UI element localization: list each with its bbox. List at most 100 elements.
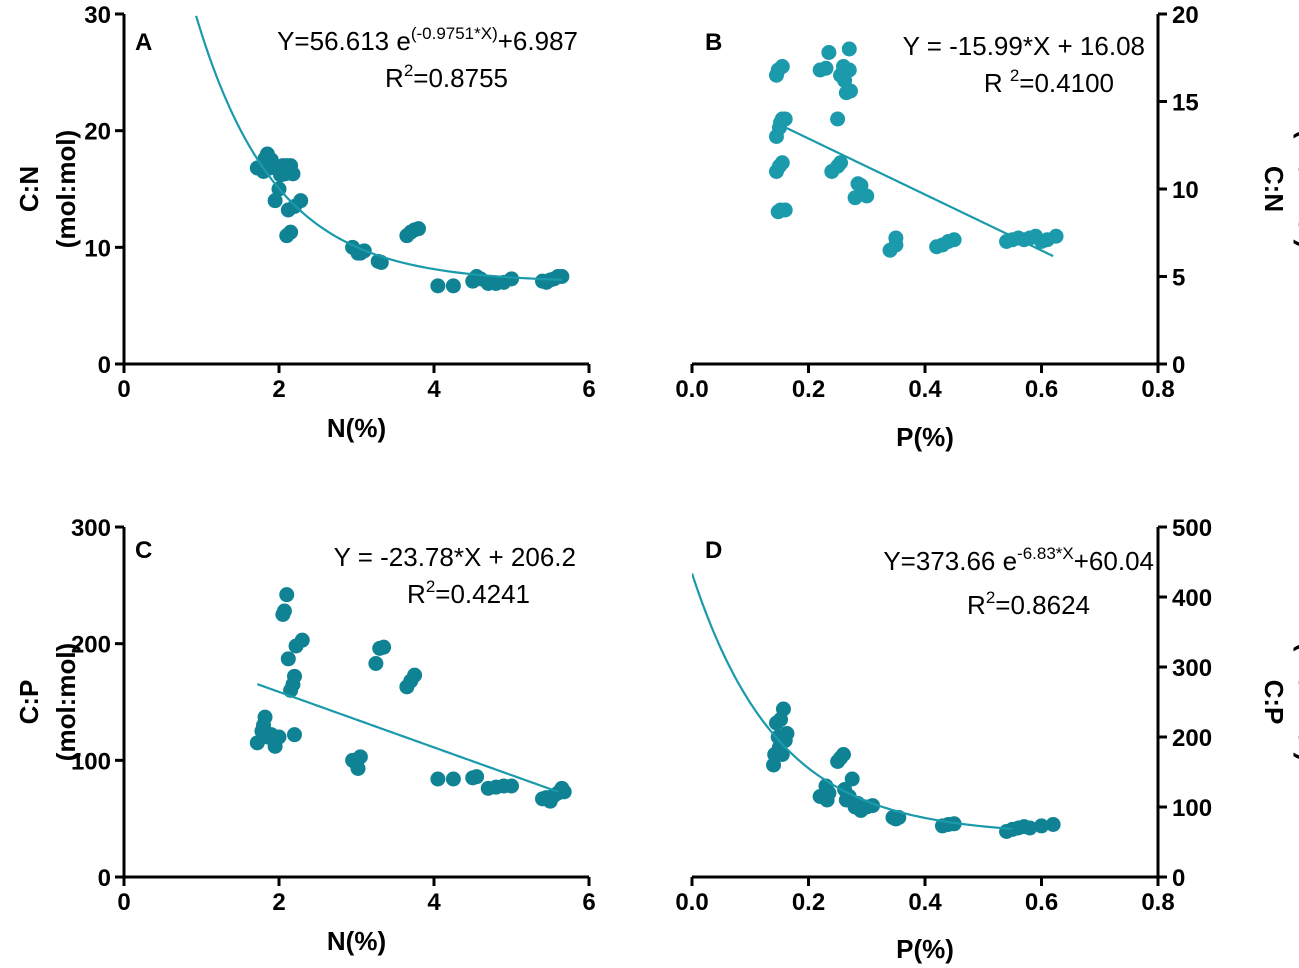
r-exponent: 2	[426, 577, 435, 596]
data-point	[267, 193, 283, 209]
equation-tail: +6.987	[498, 26, 578, 56]
data-point	[830, 111, 846, 127]
r-squared: R2=0.4241	[407, 577, 530, 609]
y-tick-label: 20	[1172, 2, 1199, 29]
data-point	[774, 155, 790, 171]
panel-letter: B	[705, 29, 722, 56]
data-point	[821, 45, 837, 60]
data-point	[279, 587, 295, 603]
data-point	[271, 729, 287, 745]
data-point	[504, 271, 519, 287]
data-point	[280, 651, 296, 667]
y-axis-title-line1: C:P	[1259, 680, 1289, 725]
data-point	[445, 278, 461, 294]
r-value: =0.8624	[995, 590, 1090, 620]
data-point	[287, 668, 302, 684]
r-exponent: 2	[404, 61, 413, 80]
r-label: R	[407, 579, 426, 609]
data-point	[1022, 820, 1038, 836]
data-point	[350, 761, 366, 776]
y-axis-title: C:P (mol:mol)	[14, 643, 81, 761]
fit-equation: Y=373.66 e-6.83*X+60.04	[883, 544, 1154, 576]
fit-line	[195, 15, 562, 281]
data-points	[768, 41, 1064, 258]
x-tick-label: 0.2	[792, 376, 825, 403]
x-tick-label: 2	[272, 376, 285, 403]
data-points	[249, 587, 572, 809]
data-point	[841, 62, 857, 78]
y-axis-title-line2: (mol:mol)	[51, 643, 81, 761]
y-tick-label: 30	[84, 2, 111, 29]
fit-equation: Y = -15.99*X + 16.08	[903, 31, 1145, 61]
x-tick-label: 0.4	[908, 376, 942, 403]
data-point	[445, 771, 461, 787]
data-point	[283, 224, 299, 240]
data-point	[504, 778, 519, 794]
data-point	[777, 202, 793, 218]
data-point	[554, 269, 570, 284]
panel-d: 0.0 0.2 0.4 0.6 0.80 100 200 300 400 500 P(%) C:P (m…	[675, 515, 1299, 964]
fit-equation: Y = -23.78*X + 206.2	[334, 542, 576, 572]
panel-letter: A	[135, 29, 152, 56]
data-point	[1045, 817, 1061, 832]
y-tick-label: 5	[1172, 265, 1185, 292]
y-tick-label: 0	[1172, 352, 1185, 379]
r-squared: R2=0.8624	[967, 588, 1090, 620]
equation-main: Y=56.613 e	[277, 26, 411, 56]
y-tick-label: 0	[98, 865, 111, 892]
data-point	[294, 632, 310, 648]
y-axis-title-line1: C:N	[14, 166, 44, 212]
data-point	[888, 237, 904, 253]
data-point	[368, 656, 384, 671]
data-point	[859, 188, 875, 204]
y-tick-label: 300	[1172, 655, 1212, 682]
y-axis-title-line2: (mol:mol)	[1293, 643, 1299, 761]
r-squared: R2=0.8755	[385, 61, 508, 93]
data-point	[844, 771, 860, 787]
y-axis-title: C:P (mol:mol)	[1259, 643, 1299, 761]
x-tick-label: 0	[117, 889, 130, 916]
equation-main: Y = -15.99*X + 16.08	[903, 31, 1145, 61]
equation-main: Y=373.66 e	[883, 546, 1017, 576]
y-axis-title-line2: (mol:mol)	[1293, 130, 1299, 248]
panel-a: 0 2 4 6 0 10 20 30 N(%) C:N (mol:mol) A Y=56.613 e(-…	[14, 2, 596, 443]
y-tick-label: 300	[71, 515, 111, 542]
equation-exponent: (-0.9751*X)	[411, 24, 498, 43]
data-point	[285, 166, 301, 182]
y-tick-label: 200	[71, 632, 111, 659]
data-point	[777, 111, 793, 127]
y-tick-label: 500	[1172, 515, 1212, 542]
r-exponent: 2	[986, 588, 995, 607]
x-axis-title: N(%)	[327, 413, 386, 443]
data-point	[276, 603, 292, 619]
y-tick-label: 100	[1172, 795, 1212, 822]
data-point	[842, 83, 858, 99]
data-point	[821, 785, 837, 801]
data-point	[352, 749, 368, 765]
fit-equation: Y=56.613 e(-0.9751*X)+6.987	[277, 24, 578, 56]
x-tick-label: 0.4	[908, 889, 942, 916]
r-label: R	[385, 63, 404, 93]
equation-main: Y = -23.78*X + 206.2	[334, 542, 576, 572]
x-tick-label: 6	[582, 376, 595, 403]
x-tick-label: 0.2	[792, 889, 825, 916]
x-tick-label: 0.8	[1141, 889, 1174, 916]
x-tick-label: 0.8	[1141, 376, 1174, 403]
r-exponent: 2	[1010, 66, 1019, 85]
x-tick-label: 0.0	[675, 376, 708, 403]
x-tick-label: 4	[427, 889, 441, 916]
r-squared: R 2=0.4100	[984, 66, 1114, 98]
data-point	[946, 232, 962, 248]
y-tick-label: 15	[1172, 90, 1199, 117]
fit-line	[692, 573, 1013, 830]
data-point	[411, 221, 426, 237]
data-point	[779, 726, 795, 741]
data-point	[774, 747, 790, 762]
y-tick-label: 10	[1172, 177, 1199, 204]
r-value: =0.4241	[435, 579, 530, 609]
panel-letter: D	[705, 537, 722, 564]
y-axis-title: C:N (mol:mol)	[14, 130, 81, 248]
y-axis-title-line1: C:P	[14, 680, 44, 725]
x-tick-label: 0.6	[1025, 376, 1058, 403]
